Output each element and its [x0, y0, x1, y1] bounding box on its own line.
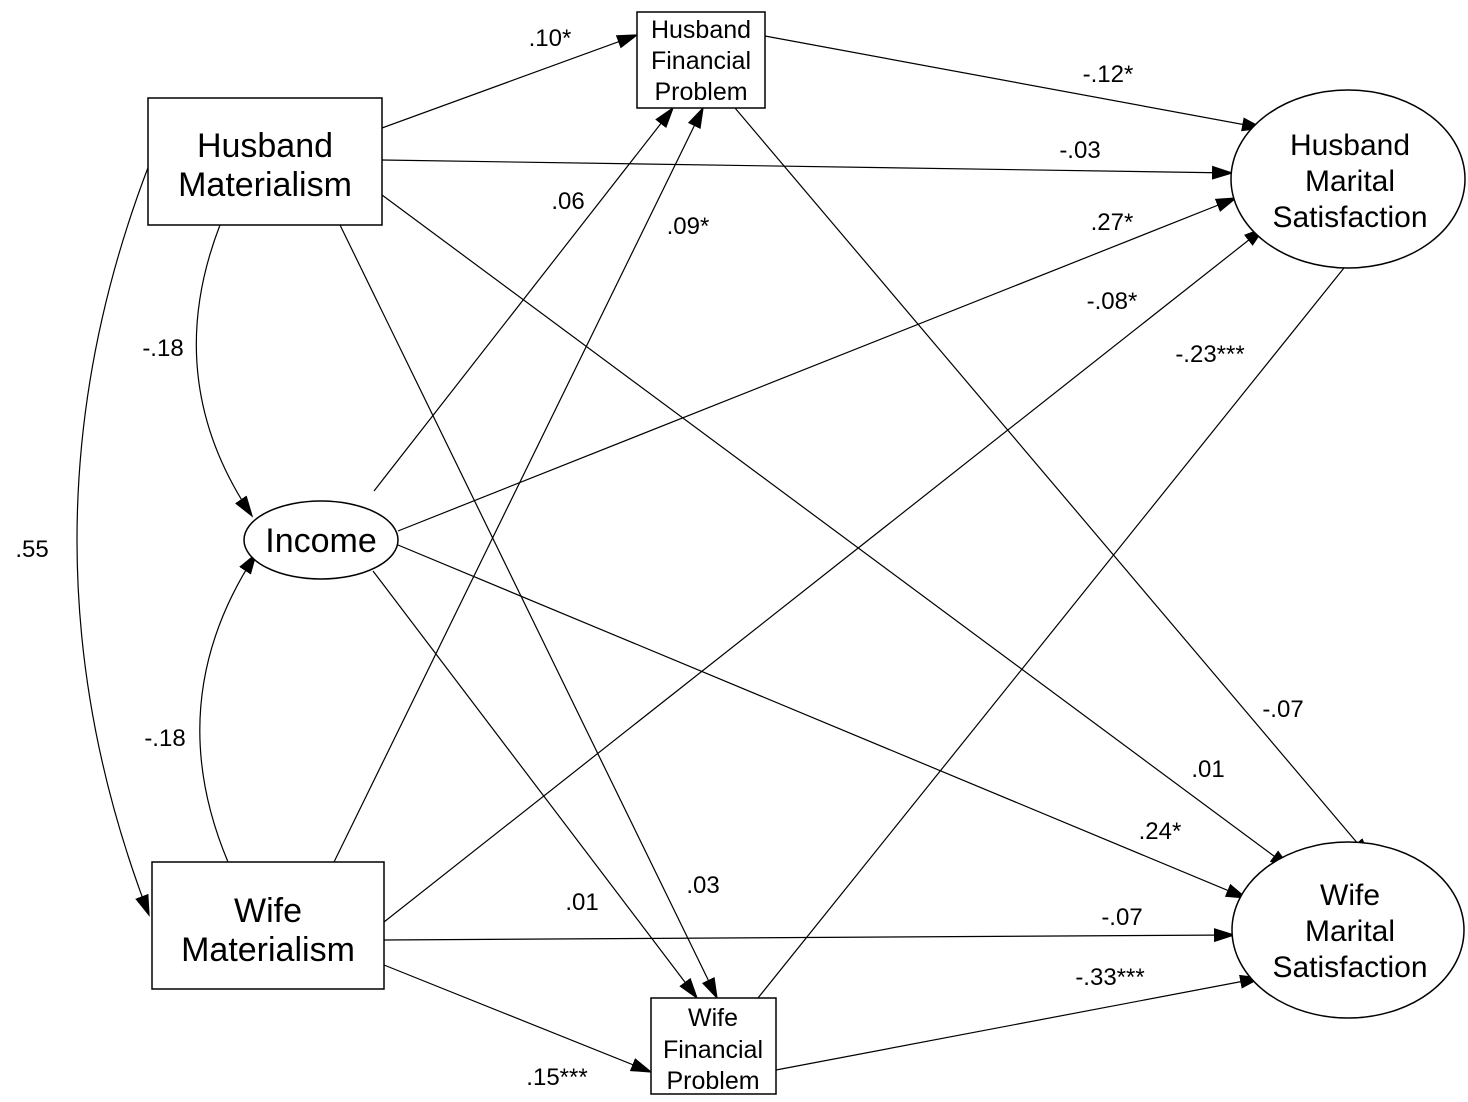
node-label: Husband [1290, 129, 1410, 162]
node-label: Problem [654, 78, 747, 106]
coef-inc-wfp: .01 [565, 889, 598, 916]
node-wife-marital-satisfaction: Wife Marital Satisfaction [1231, 841, 1465, 1019]
node-husband-marital-satisfaction: Husband Marital Satisfaction [1230, 89, 1466, 269]
node-label: Husband [197, 127, 333, 165]
coef-hm-hfp: .10* [529, 25, 572, 52]
node-label: Satisfaction [1272, 951, 1427, 984]
coef-hm-wm: .55 [15, 536, 48, 563]
path-inc-wms [397, 544, 1248, 899]
coef-hfp-hms: -.12* [1083, 61, 1134, 88]
node-income: Income [243, 500, 399, 580]
coef-wm-wfp: .15*** [526, 1064, 587, 1091]
coef-wm-inc: -.18 [144, 725, 185, 752]
path-hfp-hms [764, 35, 1264, 132]
node-label: Satisfaction [1272, 201, 1427, 234]
node-label: Wife [1320, 879, 1380, 912]
coef-wm-hfp: .09* [667, 213, 710, 240]
path-hm-hms [381, 159, 1234, 180]
path-hm-wfp [339, 224, 718, 1000]
node-label: Problem [666, 1067, 759, 1095]
coef-hm-wms: .01 [1191, 756, 1224, 783]
node-label: Wife [688, 1004, 738, 1032]
node-label: Wife [234, 892, 302, 930]
coef-hm-inc: -.18 [142, 335, 183, 362]
correlation-hm-wm [76, 143, 163, 917]
node-husband-financial-problem: Husband Financial Problem [636, 11, 766, 109]
node-wife-financial-problem: Wife Financial Problem [650, 997, 777, 1095]
node-husband-materialism: Husband Materialism [147, 97, 383, 226]
correlation-wm-inc [199, 552, 258, 884]
path-wm-wms [383, 928, 1236, 943]
path-hfp-wms [734, 107, 1372, 860]
node-label: Marital [1305, 915, 1395, 948]
coef-wm-hms: -.08* [1087, 288, 1138, 315]
coef-wm-wms: -.07 [1101, 904, 1142, 931]
node-label: Husband [651, 16, 751, 44]
path-wm-wfp [383, 964, 653, 1073]
coef-inc-wms: .24* [1139, 818, 1182, 845]
correlation-hm-inc [195, 203, 254, 518]
coef-wfp-hms: -.23*** [1175, 341, 1244, 368]
path-inc-hms [397, 197, 1238, 532]
node-label: Financial [651, 47, 751, 75]
path-inc-wfp [372, 570, 699, 1000]
coef-inc-hfp: .06 [551, 188, 584, 215]
coef-wfp-wms: -.33*** [1075, 964, 1144, 991]
path-wm-hfp [333, 106, 704, 863]
node-label: Financial [663, 1036, 763, 1064]
coef-hm-wfp: .03 [686, 872, 719, 899]
node-label: Materialism [181, 931, 355, 969]
coef-hm-hms: -.03 [1059, 137, 1100, 164]
path-hm-wms [381, 194, 1292, 870]
node-label: Marital [1305, 165, 1395, 198]
path-hm-hfp [381, 34, 639, 129]
node-label: Materialism [178, 166, 352, 204]
path-wfp-hms [757, 246, 1362, 999]
path-wfp-wms [775, 974, 1262, 1071]
coef-inc-hms: .27* [1091, 209, 1134, 236]
coef-hfp-wms: -.07 [1262, 696, 1303, 723]
path-wm-hms [383, 226, 1266, 923]
node-label: Income [265, 522, 377, 560]
node-wife-materialism: Wife Materialism [151, 861, 385, 990]
